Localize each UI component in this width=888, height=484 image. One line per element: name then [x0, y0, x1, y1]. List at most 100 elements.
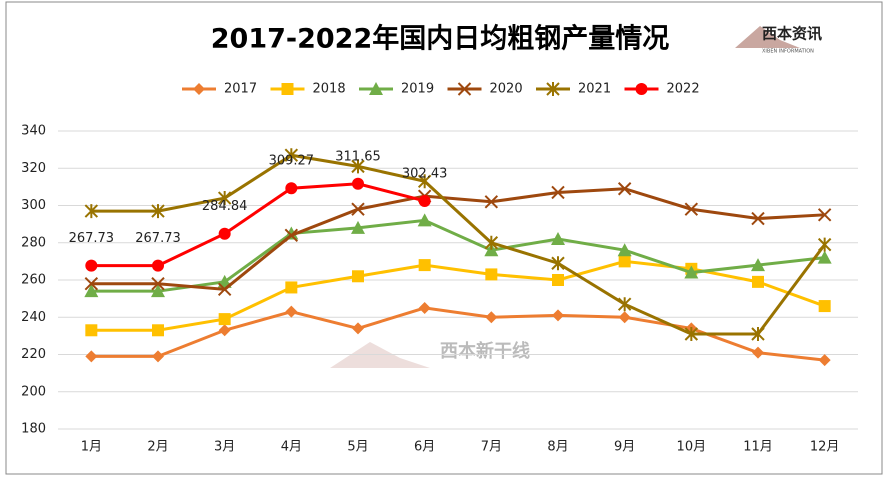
- x-tick-label: 5月: [347, 440, 368, 455]
- marker: [351, 202, 365, 216]
- chart-title: 2017-2022年国内日均粗钢产量情况: [211, 23, 670, 55]
- x-tick-label: 11月: [743, 440, 773, 455]
- marker: [152, 350, 164, 363]
- x-tick-label: 3月: [214, 440, 235, 455]
- series-line: [91, 182, 426, 268]
- x-tick-label: 12月: [810, 440, 840, 455]
- marker: [151, 204, 165, 219]
- y-tick-label: 220: [21, 347, 46, 362]
- data-label: 302.43: [402, 166, 448, 181]
- legend-marker: [369, 82, 383, 95]
- marker: [285, 305, 298, 318]
- y-tick-label: 240: [21, 310, 46, 325]
- x-tick-label: 4月: [281, 440, 302, 455]
- x-tick-label: 7月: [481, 440, 502, 455]
- x-tick-label: 8月: [547, 440, 568, 455]
- legend-label: 2022: [667, 82, 700, 97]
- marker: [617, 182, 632, 196]
- series-line: [91, 187, 825, 291]
- marker: [552, 309, 564, 322]
- y-tick-label: 320: [21, 161, 46, 176]
- marker: [352, 322, 364, 335]
- data-label: 311.65: [335, 149, 381, 164]
- marker: [684, 265, 699, 279]
- marker: [485, 268, 498, 281]
- marker: [551, 256, 565, 271]
- legend-marker: [193, 83, 205, 95]
- watermark: 西本新干线: [440, 340, 530, 362]
- legend-label: 2017: [224, 82, 257, 97]
- marker: [817, 250, 832, 264]
- marker: [485, 311, 498, 324]
- marker: [418, 194, 431, 207]
- marker: [552, 274, 564, 286]
- marker: [417, 213, 432, 227]
- y-tick-label: 280: [21, 235, 46, 250]
- y-tick-label: 180: [21, 422, 46, 437]
- marker: [817, 237, 832, 252]
- marker: [351, 220, 365, 234]
- marker: [618, 255, 631, 268]
- series-line: [91, 153, 826, 336]
- legend-marker: [635, 83, 648, 95]
- marker: [417, 174, 432, 189]
- legend-label: 2019: [401, 82, 434, 97]
- marker: [85, 324, 98, 337]
- data-label: 309.27: [269, 154, 315, 169]
- marker: [751, 327, 765, 342]
- marker: [352, 270, 364, 283]
- legend-marker: [281, 83, 294, 95]
- marker: [218, 227, 231, 240]
- marker: [152, 324, 164, 337]
- logo-icon: [735, 26, 800, 48]
- x-tick-label: 2月: [147, 440, 168, 455]
- y-tick-label: 200: [21, 384, 46, 399]
- marker: [818, 300, 831, 313]
- data-label: 267.73: [135, 231, 181, 246]
- marker: [484, 195, 499, 209]
- y-tick-label: 300: [21, 198, 46, 213]
- marker: [284, 148, 299, 163]
- marker: [618, 311, 631, 324]
- marker: [85, 350, 98, 363]
- x-tick-label: 9月: [614, 440, 635, 455]
- marker: [751, 258, 765, 272]
- legend-label: 2018: [313, 82, 346, 97]
- marker: [551, 232, 565, 246]
- marker: [351, 159, 365, 174]
- marker: [684, 202, 699, 216]
- marker: [817, 208, 832, 222]
- marker: [418, 301, 431, 314]
- y-tick-label: 260: [21, 273, 46, 288]
- marker: [84, 204, 99, 219]
- x-tick-label: 10月: [677, 440, 707, 455]
- legend-label: 2021: [578, 82, 611, 97]
- series-line: [91, 218, 825, 293]
- legend-marker: [457, 82, 472, 96]
- marker: [284, 226, 299, 240]
- marker: [484, 235, 499, 250]
- frame: [5, 1, 883, 475]
- y-tick-label: 340: [21, 124, 46, 139]
- series-line: [91, 306, 825, 362]
- marker: [617, 243, 632, 257]
- marker: [217, 191, 232, 206]
- x-tick-label: 6月: [414, 440, 435, 455]
- x-tick-label: 1月: [81, 440, 102, 455]
- marker: [752, 346, 764, 359]
- marker: [151, 277, 165, 291]
- legend-marker: [546, 82, 560, 96]
- data-label: 267.73: [69, 231, 115, 246]
- marker: [284, 228, 299, 243]
- marker: [285, 281, 298, 294]
- marker: [352, 177, 364, 190]
- marker: [617, 297, 632, 312]
- marker: [151, 284, 165, 298]
- marker: [285, 182, 298, 195]
- marker: [818, 354, 831, 367]
- marker: [84, 277, 99, 291]
- marker: [751, 211, 765, 226]
- marker: [752, 275, 764, 288]
- marker: [85, 259, 98, 272]
- logo-name: 西本资讯: [762, 25, 822, 43]
